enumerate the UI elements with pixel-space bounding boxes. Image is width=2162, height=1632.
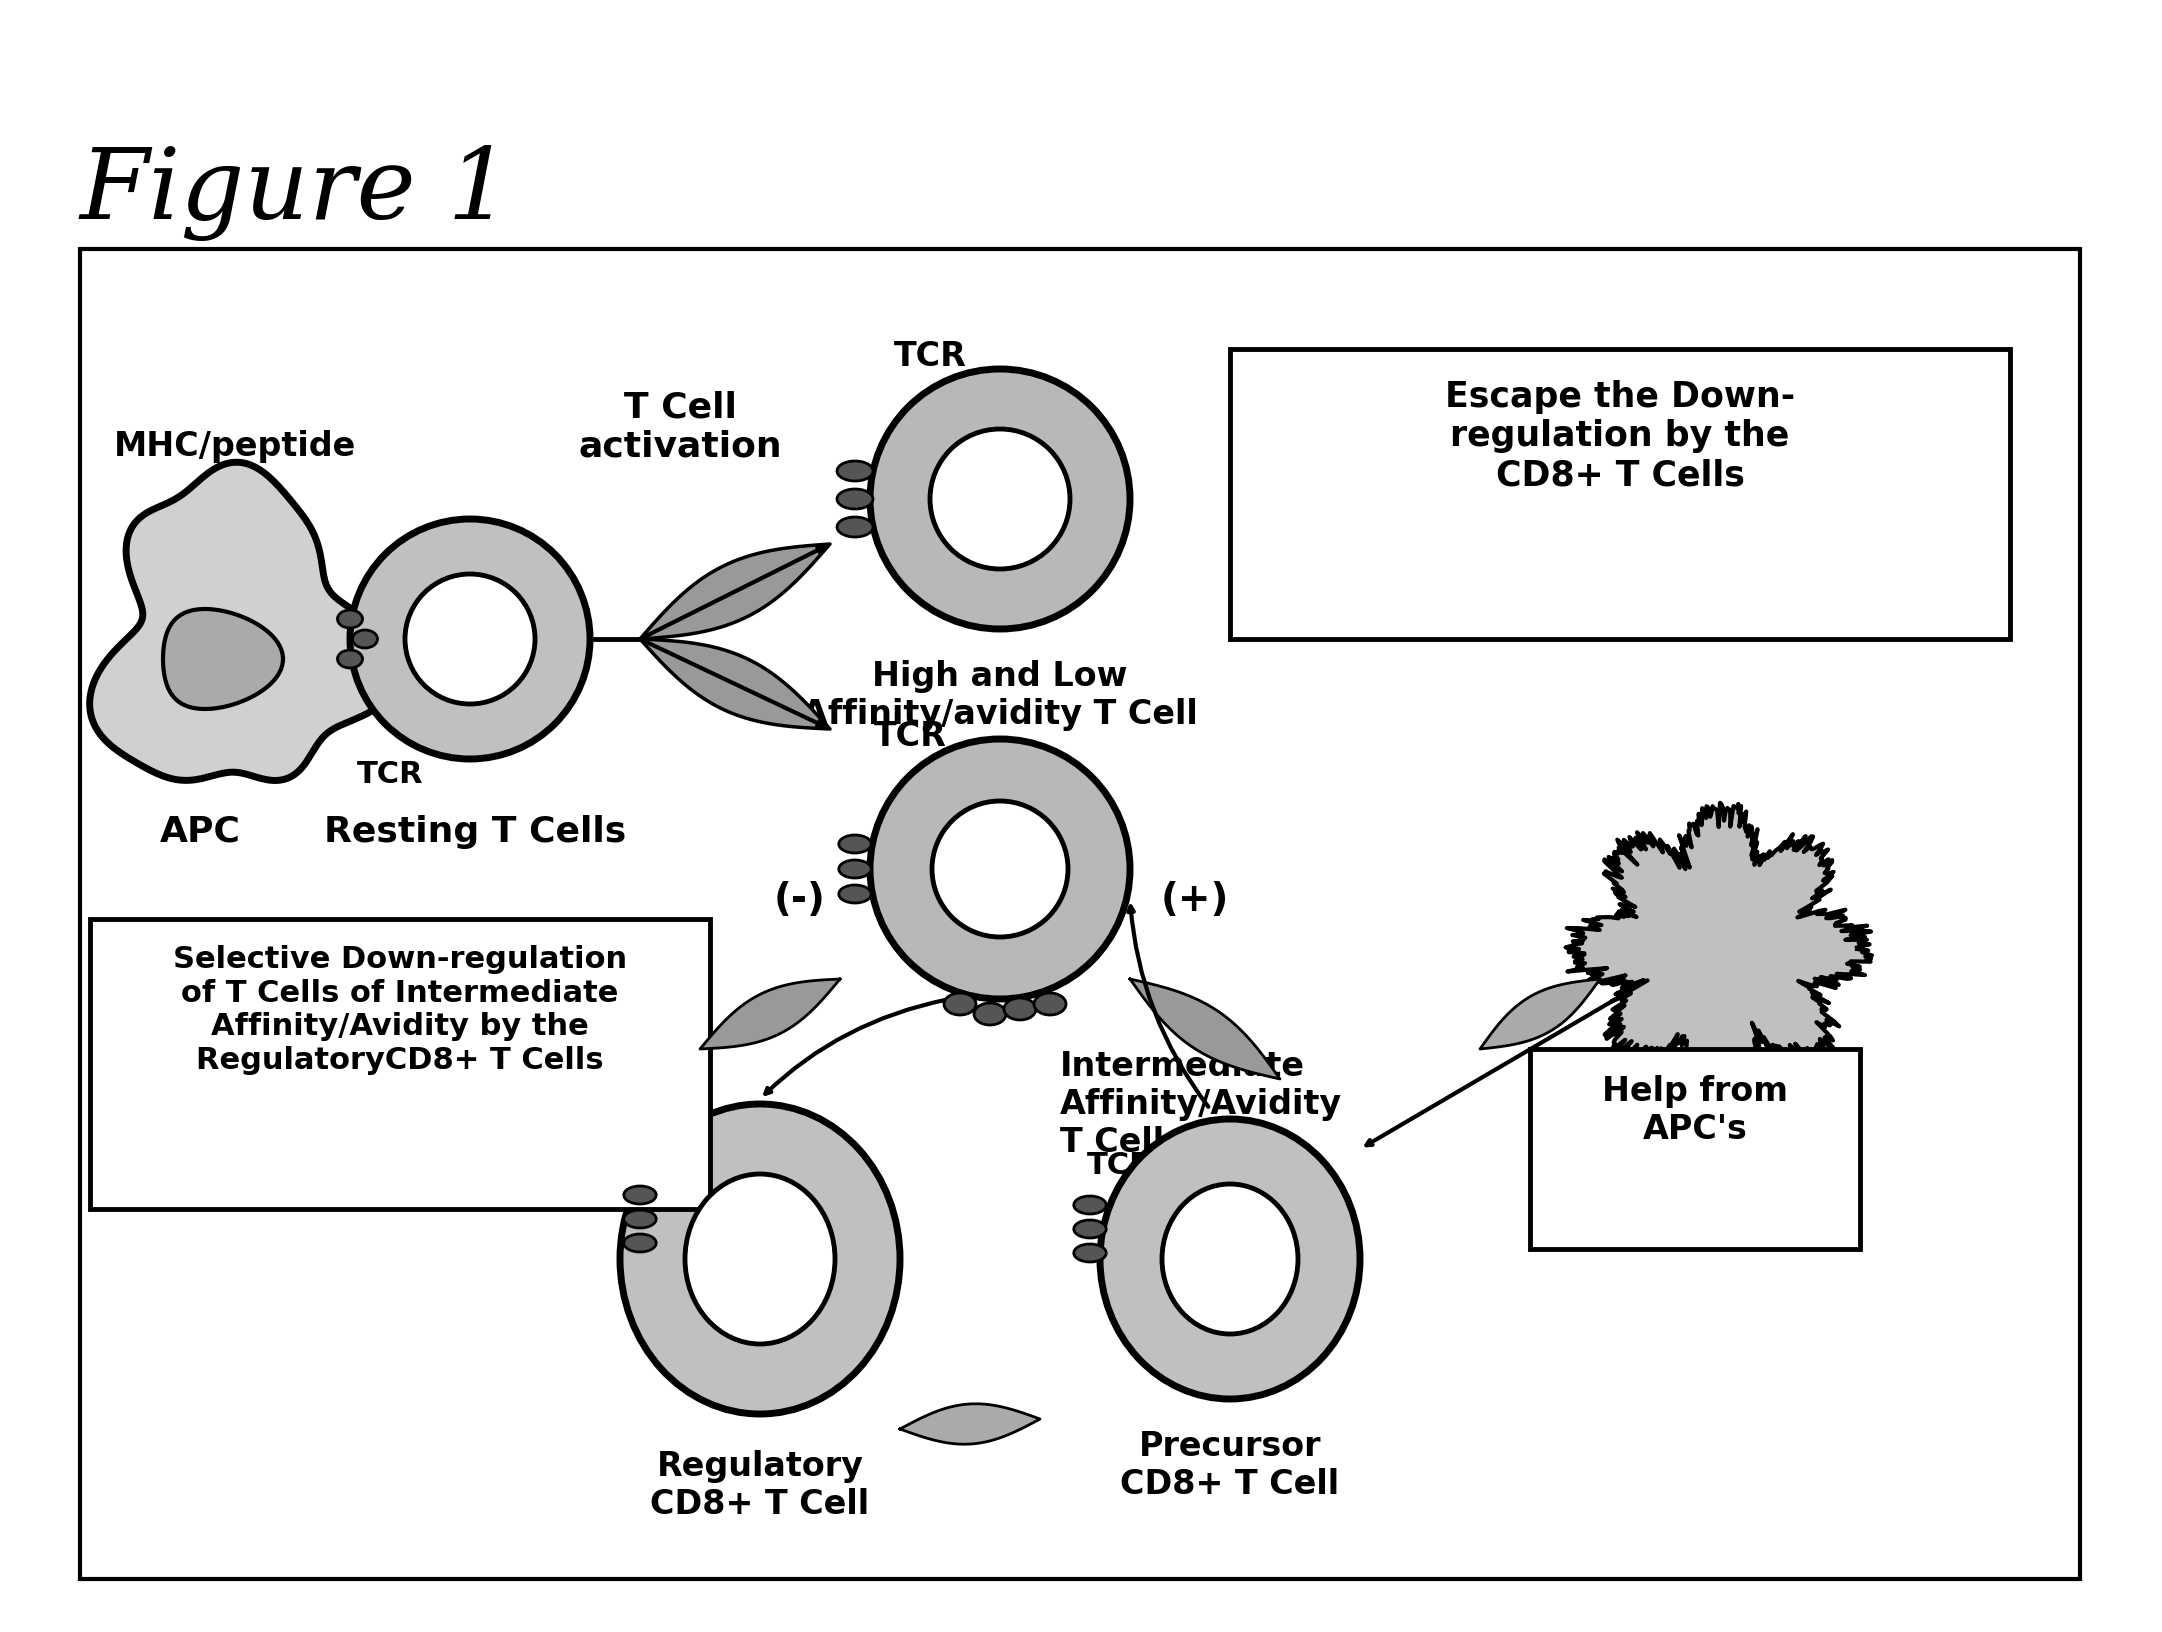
Text: Escape the Down-
regulation by the
CD8+ T Cells: Escape the Down- regulation by the CD8+ … — [1444, 380, 1794, 493]
Text: Intermediate
Affinity/Avidity
T Cell: Intermediate Affinity/Avidity T Cell — [1059, 1049, 1343, 1159]
Ellipse shape — [625, 1211, 657, 1229]
Ellipse shape — [352, 630, 378, 648]
Ellipse shape — [837, 462, 873, 481]
FancyBboxPatch shape — [80, 250, 2080, 1580]
Polygon shape — [700, 979, 841, 1049]
Ellipse shape — [685, 1175, 835, 1345]
Text: Help from
APC's: Help from APC's — [1602, 1074, 1788, 1146]
Ellipse shape — [945, 994, 975, 1015]
Polygon shape — [1481, 979, 1600, 1049]
Ellipse shape — [839, 886, 871, 904]
Ellipse shape — [932, 801, 1068, 937]
Ellipse shape — [1075, 1221, 1107, 1239]
Text: TCR: TCR — [893, 339, 966, 372]
Ellipse shape — [837, 517, 873, 537]
Polygon shape — [162, 610, 283, 710]
Ellipse shape — [1075, 1196, 1107, 1214]
Polygon shape — [640, 640, 830, 730]
Text: Precursor
CD8+ T Cell: Precursor CD8+ T Cell — [1120, 1430, 1340, 1500]
Text: (+): (+) — [1161, 880, 1230, 919]
Text: Regulatory
CD8+ T Cell: Regulatory CD8+ T Cell — [651, 1449, 869, 1521]
Ellipse shape — [625, 1234, 657, 1252]
Polygon shape — [89, 463, 398, 782]
Ellipse shape — [620, 1105, 899, 1415]
Ellipse shape — [1003, 999, 1036, 1020]
Ellipse shape — [839, 860, 871, 878]
Ellipse shape — [869, 739, 1131, 999]
Ellipse shape — [404, 574, 534, 705]
Ellipse shape — [625, 1186, 657, 1204]
Text: (-): (-) — [774, 880, 826, 919]
Polygon shape — [1565, 803, 1872, 1108]
Text: TCR: TCR — [646, 1146, 713, 1175]
Text: TCR: TCR — [357, 759, 424, 788]
Ellipse shape — [839, 836, 871, 854]
Ellipse shape — [869, 370, 1131, 630]
Text: Figure 1: Figure 1 — [80, 145, 512, 242]
Ellipse shape — [337, 651, 363, 669]
Polygon shape — [640, 545, 830, 640]
Text: Resting T Cells: Resting T Cells — [324, 814, 627, 849]
Text: APC: APC — [160, 814, 240, 849]
Text: High and Low
Affinity/avidity T Cell: High and Low Affinity/avidity T Cell — [802, 659, 1198, 731]
Ellipse shape — [975, 1004, 1005, 1025]
Text: Selective Down-regulation
of T Cells of Intermediate
Affinity/Avidity by the
Reg: Selective Down-regulation of T Cells of … — [173, 945, 627, 1074]
Text: TCR: TCR — [873, 720, 947, 752]
FancyBboxPatch shape — [1230, 349, 2011, 640]
FancyBboxPatch shape — [1531, 1049, 1859, 1248]
Text: TCR: TCR — [1087, 1151, 1152, 1180]
Ellipse shape — [350, 519, 590, 759]
Polygon shape — [899, 1404, 1040, 1444]
Text: T Cell
activation: T Cell activation — [577, 390, 783, 463]
Text: MHC/peptide: MHC/peptide — [115, 429, 357, 463]
Ellipse shape — [837, 490, 873, 509]
Ellipse shape — [1075, 1244, 1107, 1262]
FancyBboxPatch shape — [91, 919, 709, 1209]
Ellipse shape — [1100, 1120, 1360, 1399]
Ellipse shape — [337, 610, 363, 628]
Ellipse shape — [1161, 1185, 1297, 1335]
Ellipse shape — [1033, 994, 1066, 1015]
Polygon shape — [1131, 979, 1280, 1079]
Ellipse shape — [930, 429, 1070, 570]
